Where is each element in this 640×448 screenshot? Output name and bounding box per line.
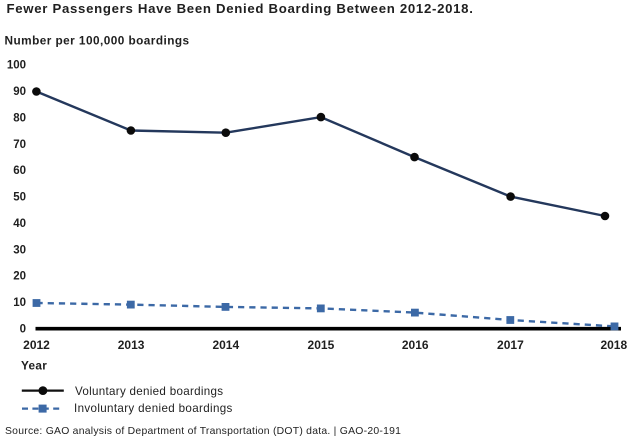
- svg-text:Voluntary denied boardings: Voluntary denied boardings: [75, 385, 223, 398]
- svg-text:20: 20: [13, 271, 26, 283]
- svg-text:2018: 2018: [600, 338, 627, 352]
- svg-text:Fewer Passengers Have Been Den: Fewer Passengers Have Been Denied Boardi…: [7, 1, 474, 16]
- svg-text:80: 80: [13, 112, 26, 124]
- svg-text:2016: 2016: [402, 338, 429, 352]
- svg-text:2012: 2012: [23, 338, 50, 352]
- svg-text:Year: Year: [21, 358, 47, 372]
- svg-text:50: 50: [13, 192, 26, 204]
- svg-text:30: 30: [13, 244, 26, 256]
- svg-text:2017: 2017: [497, 338, 524, 352]
- svg-text:2015: 2015: [308, 338, 335, 352]
- svg-text:90: 90: [13, 86, 26, 98]
- svg-text:10: 10: [13, 297, 26, 309]
- svg-text:Source: GAO analysis of Depart: Source: GAO analysis of Department of Tr…: [5, 426, 401, 437]
- svg-text:2013: 2013: [118, 338, 145, 352]
- svg-text:70: 70: [13, 139, 26, 151]
- svg-text:40: 40: [13, 218, 26, 230]
- svg-text:Number per 100,000 boardings: Number per 100,000 boardings: [5, 33, 190, 47]
- svg-text:0: 0: [20, 324, 26, 336]
- svg-text:60: 60: [13, 165, 26, 177]
- svg-text:100: 100: [7, 60, 26, 72]
- svg-text:Involuntary denied boardings: Involuntary denied boardings: [74, 402, 233, 415]
- svg-text:2014: 2014: [212, 338, 239, 352]
